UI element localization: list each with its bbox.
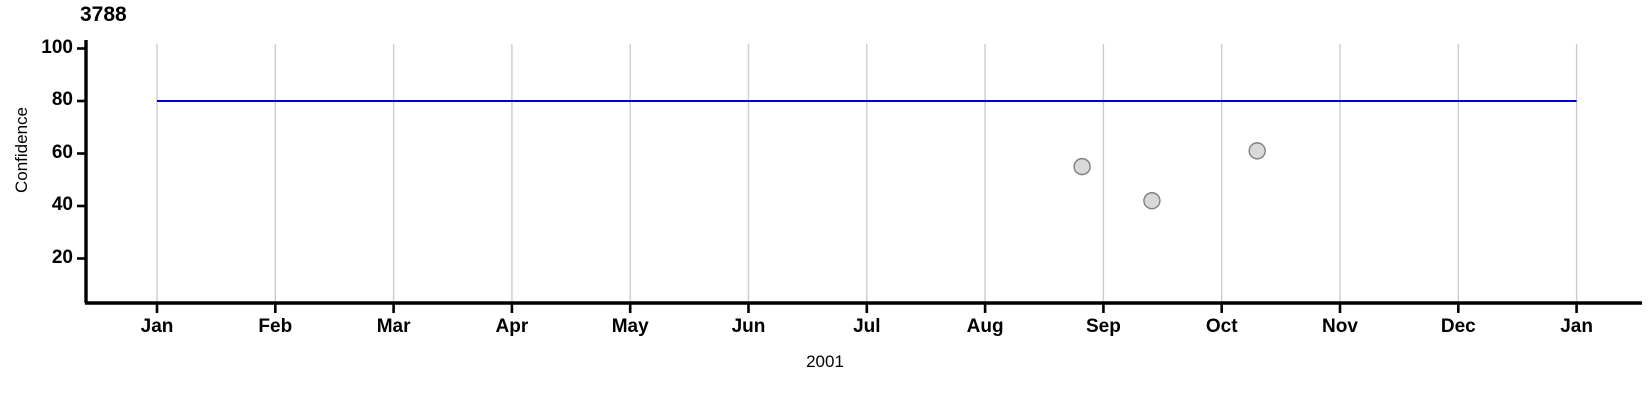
x-tick-label-jun-5: Jun (731, 316, 766, 337)
axes (84, 40, 1642, 305)
y-tick-label-100: 100 (41, 36, 73, 58)
x-tick-label-nov-10: Nov (1322, 316, 1358, 337)
y-tick-label-40: 40 (51, 194, 73, 215)
y-tick-label-60: 60 (51, 141, 73, 163)
x-tick-label-jul-6: Jul (853, 316, 881, 337)
data-point-marker[interactable] (1143, 192, 1161, 210)
x-tick-label-aug-7: Aug (966, 316, 1004, 337)
x-tick-label-may-4: May (611, 316, 649, 337)
axis-ticks (77, 47, 1578, 313)
data-point-marker[interactable] (1248, 142, 1266, 160)
y-tick-label-80: 80 (51, 89, 73, 110)
data-point-marker[interactable] (1073, 157, 1091, 176)
x-tick-label-jan-12: Jan (1560, 316, 1593, 337)
chart-title: 3788 (80, 3, 127, 26)
x-tick-label-feb-1: Feb (258, 316, 293, 337)
x-tick-label-jan-0: Jan (140, 316, 174, 337)
x-tick-label-oct-9: Oct (1205, 316, 1238, 337)
data-points (1073, 142, 1266, 210)
gridlines (156, 44, 1578, 302)
x-tick-label-sep-8: Sep (1085, 316, 1121, 337)
x-tick-label-apr-3: Apr (495, 316, 529, 337)
x-axis-label: 2001 (806, 352, 844, 371)
x-tick-label-dec-11: Dec (1440, 316, 1476, 337)
x-tick-label-mar-2: Mar (376, 316, 411, 337)
y-tick-label-20: 20 (51, 246, 73, 268)
